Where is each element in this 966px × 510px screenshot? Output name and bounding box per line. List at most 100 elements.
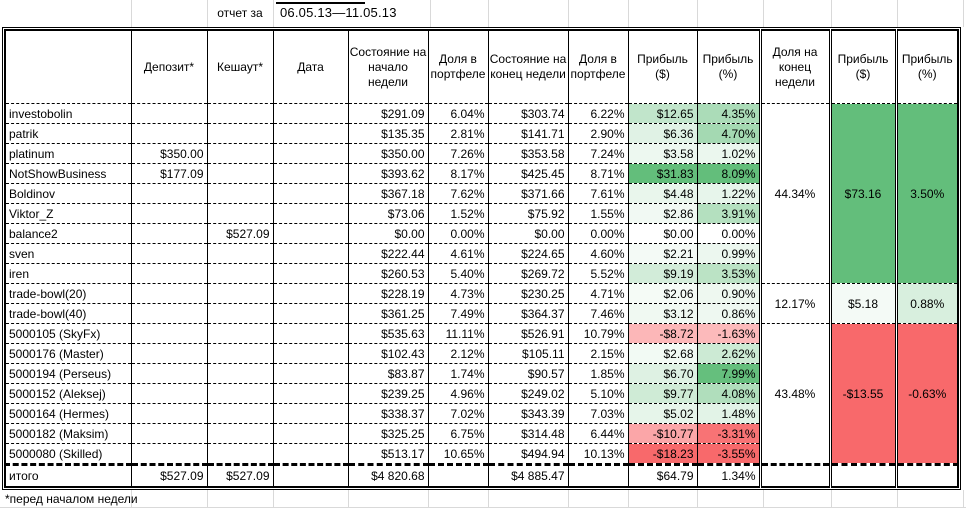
end-balance-cell[interactable]: $425.45 — [488, 163, 569, 184]
cashout-cell[interactable]: $527.09 — [207, 223, 274, 244]
totals-group-profit-usd[interactable] — [828, 463, 897, 488]
date-cell[interactable] — [273, 143, 349, 164]
start-balance-cell[interactable]: $513.17 — [348, 443, 429, 465]
row-label[interactable]: trade-bowl(20) — [5, 283, 132, 304]
profit-pct-cell[interactable]: 1.48% — [697, 403, 761, 424]
totals-deposit[interactable]: $527.09 — [131, 463, 208, 488]
profit-pct-cell[interactable]: 4.08% — [697, 383, 761, 404]
end-balance-cell[interactable]: $353.58 — [488, 143, 569, 164]
col-header-end-balance[interactable]: Состояние на конец недели — [488, 30, 569, 104]
row-label[interactable]: 5000152 (Aleksej) — [5, 383, 132, 404]
start-share-cell[interactable]: 7.49% — [428, 303, 489, 324]
profit-usd-cell[interactable]: $31.83 — [628, 163, 698, 184]
end-share-cell[interactable]: 5.10% — [568, 383, 629, 404]
deposit-cell[interactable] — [131, 343, 208, 364]
end-balance-cell[interactable]: $269.72 — [488, 263, 569, 284]
cashout-cell[interactable] — [207, 103, 274, 124]
start-balance-cell[interactable]: $0.00 — [348, 223, 429, 244]
start-balance-cell[interactable]: $135.35 — [348, 123, 429, 144]
end-share-cell[interactable]: 8.71% — [568, 163, 629, 184]
row-label[interactable]: sven — [5, 243, 132, 264]
start-share-cell[interactable]: 10.65% — [428, 443, 489, 465]
row-label[interactable]: Boldinov — [5, 183, 132, 204]
deposit-cell[interactable]: $350.00 — [131, 143, 208, 164]
end-balance-cell[interactable]: $75.92 — [488, 203, 569, 224]
end-share-cell[interactable]: 1.85% — [568, 363, 629, 384]
col-header-profit-usd[interactable]: Прибыль ($) — [628, 30, 698, 104]
col-header-date[interactable]: Дата — [273, 30, 349, 104]
end-balance-cell[interactable]: $90.57 — [488, 363, 569, 384]
profit-usd-cell[interactable]: $6.36 — [628, 123, 698, 144]
group-profit-usd-cell[interactable]: -$13.55 — [828, 323, 897, 465]
totals-end-share[interactable] — [568, 463, 629, 488]
profit-pct-cell[interactable]: 3.53% — [697, 263, 761, 284]
end-share-cell[interactable]: 6.22% — [568, 103, 629, 124]
end-balance-cell[interactable]: $105.11 — [488, 343, 569, 364]
cashout-cell[interactable] — [207, 163, 274, 184]
profit-pct-cell[interactable]: 3.91% — [697, 203, 761, 224]
end-share-cell[interactable]: 2.15% — [568, 343, 629, 364]
group-profit-usd-cell[interactable]: $73.16 — [828, 103, 897, 284]
cashout-cell[interactable] — [207, 243, 274, 264]
end-balance-cell[interactable]: $230.25 — [488, 283, 569, 304]
col-header-end-share[interactable]: Доля в портфеле — [568, 30, 629, 104]
start-balance-cell[interactable]: $350.00 — [348, 143, 429, 164]
profit-usd-cell[interactable]: $2.68 — [628, 343, 698, 364]
start-share-cell[interactable]: 1.74% — [428, 363, 489, 384]
col-header-start-balance[interactable]: Состояние на начало недели — [348, 30, 429, 104]
row-label[interactable]: 5000182 (Maksim) — [5, 423, 132, 444]
cashout-cell[interactable] — [207, 423, 274, 444]
date-cell[interactable] — [273, 163, 349, 184]
deposit-cell[interactable] — [131, 243, 208, 264]
cashout-cell[interactable] — [207, 283, 274, 304]
date-cell[interactable] — [273, 123, 349, 144]
col-header-cashout[interactable]: Кешаут* — [207, 30, 274, 104]
col-header-name[interactable] — [5, 30, 132, 104]
deposit-cell[interactable] — [131, 363, 208, 384]
cashout-cell[interactable] — [207, 303, 274, 324]
start-share-cell[interactable]: 4.61% — [428, 243, 489, 264]
cashout-cell[interactable] — [207, 383, 274, 404]
start-balance-cell[interactable]: $367.18 — [348, 183, 429, 204]
end-balance-cell[interactable]: $526.91 — [488, 323, 569, 344]
profit-usd-cell[interactable]: $9.77 — [628, 383, 698, 404]
end-balance-cell[interactable]: $364.37 — [488, 303, 569, 324]
deposit-cell[interactable] — [131, 203, 208, 224]
date-cell[interactable] — [273, 263, 349, 284]
row-label[interactable]: NotShowBusiness — [5, 163, 132, 184]
profit-usd-cell[interactable]: $9.19 — [628, 263, 698, 284]
deposit-cell[interactable] — [131, 103, 208, 124]
row-label[interactable]: 5000164 (Hermes) — [5, 403, 132, 424]
profit-pct-cell[interactable]: -3.31% — [697, 423, 761, 444]
cashout-cell[interactable] — [207, 263, 274, 284]
group-share-cell[interactable]: 44.34% — [758, 103, 831, 284]
date-cell[interactable] — [273, 443, 349, 465]
deposit-cell[interactable] — [131, 303, 208, 324]
start-balance-cell[interactable]: $239.25 — [348, 383, 429, 404]
totals-group-share[interactable] — [758, 463, 831, 488]
profit-pct-cell[interactable]: 1.02% — [697, 143, 761, 164]
totals-end-balance[interactable]: $4 885.47 — [488, 463, 569, 488]
col-header-group-share[interactable]: Доля на конец недели — [758, 30, 831, 104]
profit-usd-cell[interactable]: $2.06 — [628, 283, 698, 304]
profit-pct-cell[interactable]: 2.62% — [697, 343, 761, 364]
start-share-cell[interactable]: 4.73% — [428, 283, 489, 304]
profit-pct-cell[interactable]: 0.00% — [697, 223, 761, 244]
cashout-cell[interactable] — [207, 363, 274, 384]
cashout-cell[interactable] — [207, 323, 274, 344]
start-share-cell[interactable]: 5.40% — [428, 263, 489, 284]
cashout-cell[interactable] — [207, 143, 274, 164]
profit-pct-cell[interactable]: -1.63% — [697, 323, 761, 344]
cashout-cell[interactable] — [207, 403, 274, 424]
date-cell[interactable] — [273, 403, 349, 424]
profit-pct-cell[interactable]: 8.09% — [697, 163, 761, 184]
start-share-cell[interactable]: 6.75% — [428, 423, 489, 444]
row-label[interactable]: 5000080 (Skilled) — [5, 443, 132, 465]
date-cell[interactable] — [273, 243, 349, 264]
start-share-cell[interactable]: 4.96% — [428, 383, 489, 404]
cashout-cell[interactable] — [207, 123, 274, 144]
cashout-cell[interactable] — [207, 183, 274, 204]
profit-pct-cell[interactable]: 1.22% — [697, 183, 761, 204]
date-cell[interactable] — [273, 423, 349, 444]
date-cell[interactable] — [273, 323, 349, 344]
